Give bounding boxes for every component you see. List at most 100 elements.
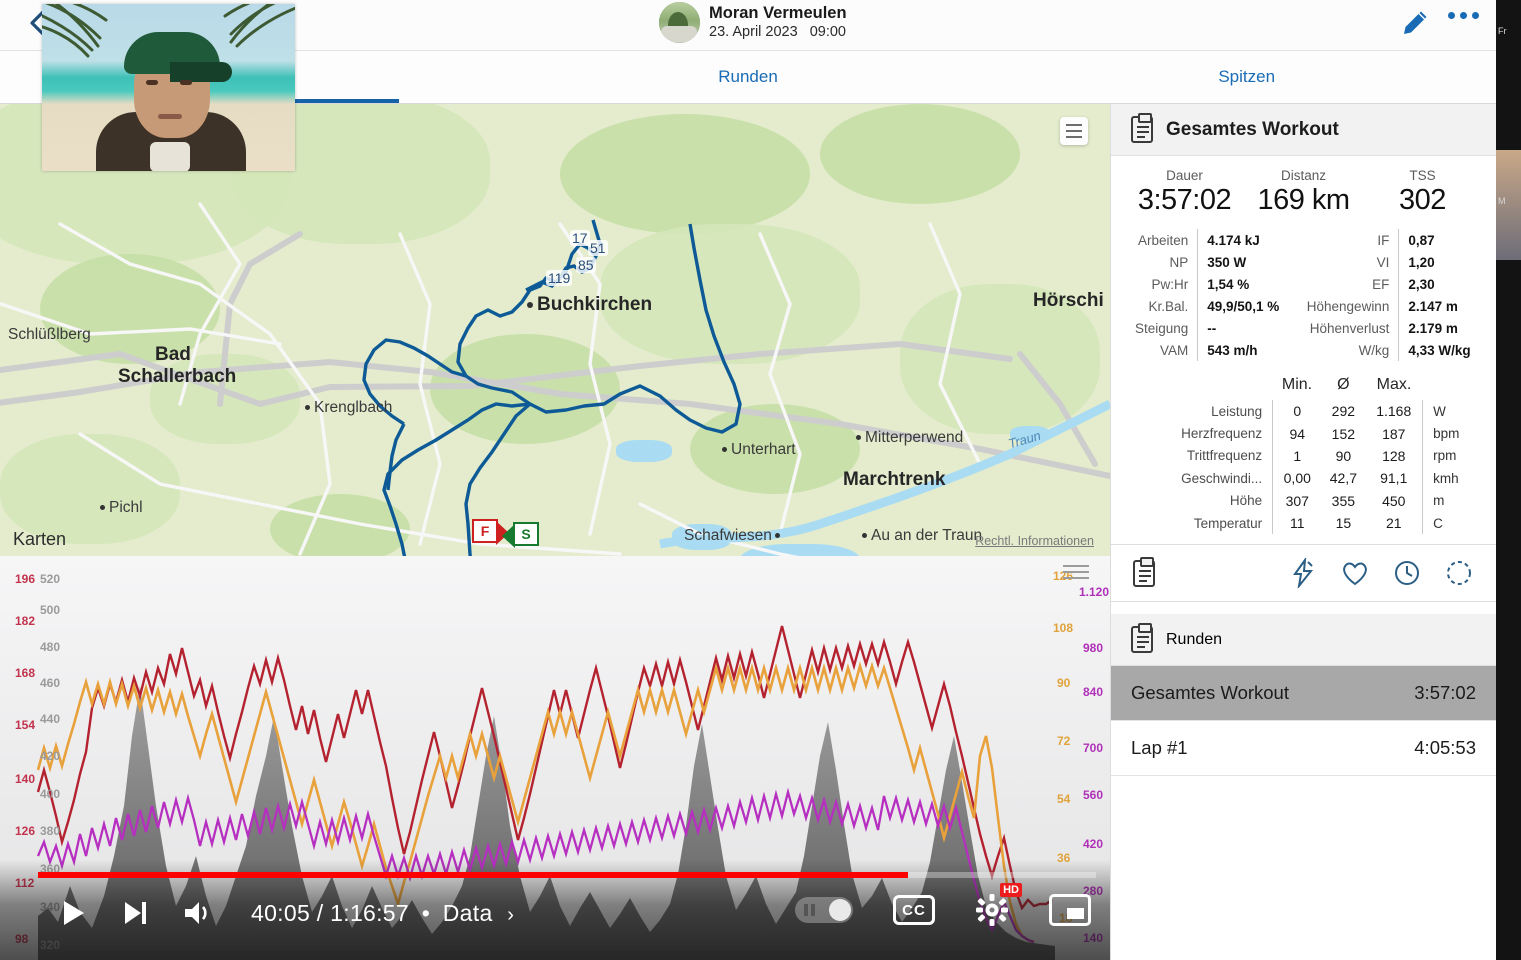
table-row: VAM 543 m/h W/kg 4,33 W/kg — [1125, 339, 1482, 361]
video-chapter-label: Data — [442, 899, 493, 926]
tab-spitzen[interactable]: Spitzen — [1218, 67, 1276, 86]
chart-ytick-el-420: 420 — [40, 749, 61, 763]
workout-date: 23. April 2023 — [709, 23, 798, 40]
map-place-pichl: Pichl — [100, 499, 143, 517]
chart-ytick-cad-72: 72 — [1057, 734, 1071, 748]
laps-title: Runden — [1166, 630, 1223, 648]
lap-row-lap-1[interactable]: Lap #1 4:05:53 — [1111, 721, 1496, 777]
lap-time: 3:57:02 — [1414, 682, 1476, 704]
table-row: Trittfrequenz 1 90 128 rpm — [1125, 444, 1482, 468]
summary-headline: Dauer 3:57:02 Distanz 169 km TSS 302 — [1111, 156, 1496, 221]
pencil-icon[interactable] — [1400, 8, 1430, 38]
table-row: Geschwindi... 0,00 42,7 91,1 kmh — [1125, 467, 1482, 490]
chart-ytick-cad-54: 54 — [1057, 792, 1071, 806]
clipboard-icon — [1131, 113, 1153, 143]
table-row: NP 350 W VI 1,20 — [1125, 251, 1482, 273]
chart-ytick-cad-108: 108 — [1053, 621, 1074, 635]
power-bolt-icon[interactable] — [1288, 556, 1318, 590]
map-place-au-an-der-traun: Au an der Traun — [862, 527, 982, 545]
background-window-thumb — [1495, 150, 1521, 260]
lap-time: 4:05:53 — [1414, 737, 1476, 759]
chart-ytick-hr-154: 154 — [15, 718, 36, 732]
video-right-controls: CC HD — [795, 883, 1091, 927]
clipboard-icon[interactable] — [1133, 556, 1155, 587]
map-pin-start[interactable]: S — [502, 522, 539, 548]
hamburger-icon[interactable] — [1060, 117, 1088, 145]
chevron-left-icon[interactable] — [26, 6, 52, 40]
stat-tss: TSS 302 — [1399, 168, 1446, 216]
video-time-display: 40:05 / 1:16:57 • Data › — [251, 899, 515, 926]
table-row: Temperatur 11 15 21 C — [1125, 511, 1482, 535]
table-row: Pw:Hr 1,54 % EF 2,30 — [1125, 273, 1482, 295]
map-place-bad: Bad — [155, 344, 191, 365]
lap-name: Lap #1 — [1131, 737, 1188, 759]
col-min: Min. — [1281, 376, 1313, 393]
col-avg: Ø — [1337, 376, 1350, 393]
table-row: Steigung -- Höhenverlust 2.179 m — [1125, 317, 1482, 339]
dashed-circle-icon[interactable] — [1444, 558, 1474, 588]
video-total-time: 1:16:57 — [330, 899, 409, 926]
map-place-marchtrenk: Marchtrenk — [843, 469, 946, 490]
right-panel: Gesamtes Workout Dauer 3:57:02 Distanz 1… — [1110, 104, 1496, 960]
map-place-schlusslberg: Schlüßlberg — [8, 326, 91, 343]
next-track-icon[interactable] — [117, 895, 153, 931]
lap-row-gesamtes-workout[interactable]: Gesamtes Workout 3:57:02 — [1111, 666, 1496, 722]
avatar — [659, 2, 700, 43]
col-max: Max. — [1376, 376, 1412, 393]
lap-name: Gesamtes Workout — [1131, 682, 1289, 704]
chart-ytick-hr-196: 196 — [15, 572, 36, 586]
chart-ytick-el-400: 400 — [40, 787, 61, 801]
video-left-controls: 40:05 / 1:16:57 • Data › — [55, 895, 514, 931]
desktop-background-strip: Fr M — [1495, 0, 1521, 960]
volume-icon[interactable] — [179, 895, 215, 931]
autoplay-toggle[interactable] — [795, 897, 853, 923]
map-place-unterhart: Unterhart — [722, 441, 796, 459]
laps-header: Runden — [1111, 614, 1496, 667]
ellipsis-icon[interactable] — [1448, 12, 1479, 19]
stat-dauer: Dauer 3:57:02 — [1137, 168, 1232, 216]
gear-icon[interactable]: HD — [975, 883, 1022, 927]
chart-ytick-el-520: 520 — [40, 572, 61, 586]
summary-header: Gesamtes Workout — [1111, 104, 1496, 156]
route-map[interactable]: Bad Schallerbach Schlüßlberg Krenglbach … — [0, 104, 1110, 556]
stat-distanz: Distanz 169 km — [1257, 168, 1350, 216]
chart-ytick-el-480: 480 — [40, 640, 61, 654]
chart-ytick-hr-140: 140 — [15, 772, 36, 786]
tab-runden[interactable]: Runden — [718, 67, 778, 86]
map-distance-85: 85 — [576, 257, 596, 273]
table-header-row: Min. Ø Max. — [1125, 373, 1482, 400]
chart-hamburger-icon[interactable] — [1063, 565, 1089, 579]
map-place-krenglbach: Krenglbach — [305, 399, 392, 417]
webcam-thumbnail[interactable] — [42, 4, 295, 171]
chart-ytick-el-440: 440 — [40, 712, 61, 726]
clipboard-icon — [1131, 623, 1153, 654]
clock-icon[interactable] — [1392, 558, 1422, 588]
chart-ytick-pw-420: 420 — [1083, 837, 1104, 851]
table-row: Arbeiten 4.174 kJ IF 0,87 — [1125, 229, 1482, 251]
map-distance-17: 17 — [570, 230, 590, 246]
map-place-buchkirchen: Buchkirchen — [527, 294, 652, 316]
cc-button[interactable]: CC — [893, 895, 935, 925]
minmax-table: Min. Ø Max. Leistung 0 292 1.168 W Herzf… — [1111, 371, 1496, 544]
play-icon[interactable] — [55, 895, 91, 931]
workout-time: 09:00 — [809, 23, 846, 40]
table-row: Höhe 307 355 450 m — [1125, 489, 1482, 512]
map-attribution: Karten — [13, 529, 67, 549]
picture-in-picture-icon[interactable] — [1049, 894, 1091, 926]
chart-ytick-hr-168: 168 — [15, 666, 36, 680]
quality-badge: HD — [1000, 883, 1022, 897]
chart-ytick-pw-840: 840 — [1083, 685, 1104, 699]
map-distance-51: 51 — [588, 240, 608, 256]
chart-ytick-hr-126: 126 — [15, 824, 36, 838]
chart-ytick-hr-182: 182 — [15, 614, 36, 628]
chart-ytick-pw-1120: 1.120 — [1079, 585, 1110, 599]
map-place-schallerbach: Schallerbach — [118, 366, 237, 387]
map-pin-finish[interactable]: F — [472, 519, 509, 545]
map-distance-119: 119 — [546, 270, 573, 286]
video-progress-bar[interactable] — [38, 872, 1096, 878]
map-legal-link[interactable]: Rechtl. Informationen — [975, 534, 1094, 548]
heart-icon[interactable] — [1340, 558, 1370, 588]
summary-title: Gesamtes Workout — [1166, 118, 1339, 140]
